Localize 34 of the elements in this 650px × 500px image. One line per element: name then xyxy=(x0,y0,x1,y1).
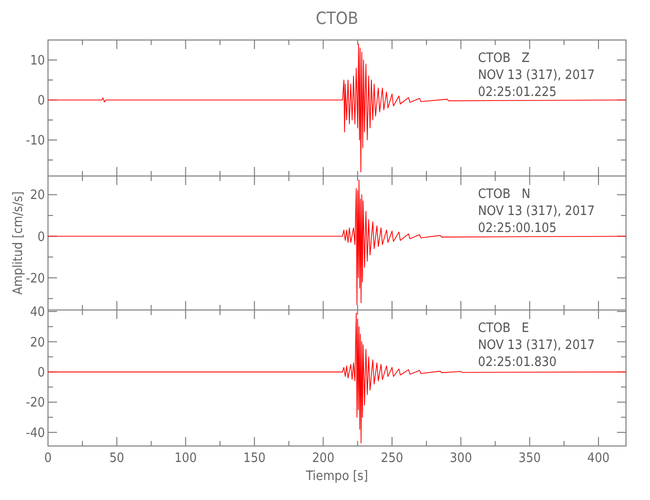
annotation: CTOB Z xyxy=(478,51,530,66)
x-axis-title: Tiempo [s] xyxy=(304,469,368,484)
y-tick-label: 40 xyxy=(30,305,45,320)
y-tick-label: -10 xyxy=(26,134,45,149)
x-tick-label: 300 xyxy=(450,451,472,466)
y-axis-title: Amplitud [cm/s/s] xyxy=(11,191,26,295)
x-tick-label: 50 xyxy=(109,451,124,466)
line-series xyxy=(48,180,626,306)
x-tick-label: 350 xyxy=(518,451,541,466)
annotation: NOV 13 (317), 2017 xyxy=(478,204,595,219)
chart-title: CTOB xyxy=(316,9,358,29)
annotation: CTOB N xyxy=(478,187,530,202)
annotation: 02:25:01.225 xyxy=(478,85,557,100)
y-tick-label: -20 xyxy=(26,396,45,411)
x-tick-label: 100 xyxy=(174,451,197,466)
annotation: NOV 13 (317), 2017 xyxy=(478,338,595,353)
y-tick-label: 0 xyxy=(38,230,45,245)
line-series xyxy=(48,312,626,444)
x-tick-label: 250 xyxy=(380,451,404,466)
x-tick-label: 150 xyxy=(243,451,266,466)
y-tick-label: -40 xyxy=(26,426,45,441)
y-tick-label: 0 xyxy=(38,366,45,381)
y-tick-label: 20 xyxy=(30,188,45,204)
x-tick-label: 200 xyxy=(312,451,334,466)
y-tick-label: -20 xyxy=(26,271,45,286)
y-tick-label: 20 xyxy=(30,335,45,350)
y-tick-label: 0 xyxy=(38,94,45,109)
annotation: 02:25:01.830 xyxy=(478,355,557,370)
y-tick-label: 10 xyxy=(30,54,45,69)
line-series xyxy=(48,44,626,172)
annotation: 02:25:00.105 xyxy=(478,221,557,236)
annotation: NOV 13 (317), 2017 xyxy=(478,68,595,83)
annotation: CTOB E xyxy=(478,321,530,336)
x-tick-label: 400 xyxy=(587,451,610,466)
